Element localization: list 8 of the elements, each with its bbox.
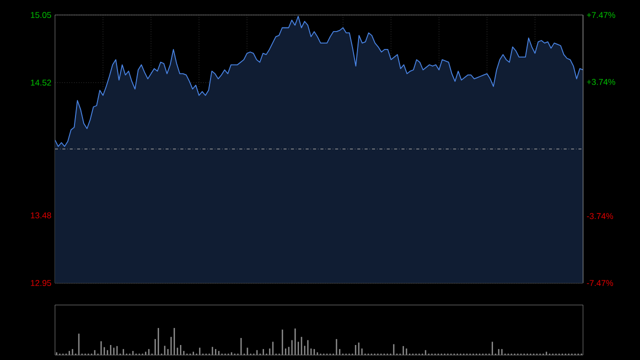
y-tick-label: 15.05 <box>30 12 52 18</box>
y2-tick-label: -3.74% <box>586 213 614 220</box>
y-tick-label: 12.95 <box>30 280 52 286</box>
y2-tick-label: -7.47% <box>586 280 614 286</box>
y-tick-label: 13.48 <box>30 212 52 218</box>
y2-tick-label: +7.47% <box>586 12 616 18</box>
y-tick-label: 14.52 <box>30 80 52 86</box>
y2-tick-label: +3.74% <box>586 78 616 85</box>
